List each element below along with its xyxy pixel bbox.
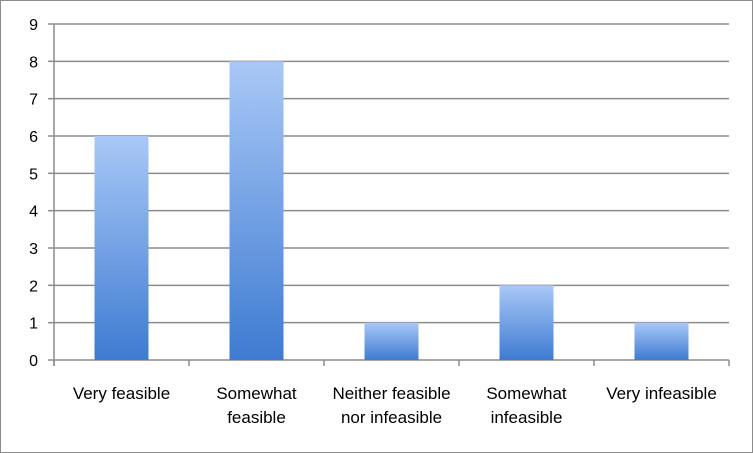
- x-category-label: Very feasible: [73, 384, 170, 403]
- y-tick-label: 1: [29, 316, 38, 333]
- y-tick-labels: 0 1 2 3 4 5 6 7 8 9: [29, 17, 38, 370]
- axes: [48, 23, 730, 366]
- y-tick-label: 5: [29, 166, 38, 183]
- bar-1: [229, 61, 284, 360]
- bar-3: [499, 285, 554, 360]
- y-tick-label: 3: [29, 241, 38, 258]
- x-category-label: Somewhat: [216, 384, 297, 403]
- x-category-label: Somewhat: [486, 384, 567, 403]
- x-category-label: nor infeasible: [341, 408, 442, 427]
- y-tick-label: 6: [29, 129, 38, 146]
- y-tick-label: 8: [29, 54, 38, 71]
- bar-0: [94, 136, 149, 360]
- bar-2: [364, 322, 419, 360]
- gridlines: [54, 23, 729, 324]
- bar-4: [634, 322, 689, 360]
- x-category-labels: Very feasible Somewhat feasible Neither fea…: [73, 384, 717, 427]
- bars: [94, 61, 689, 360]
- y-tick-label: 4: [29, 204, 38, 221]
- y-tick-label: 9: [29, 17, 38, 34]
- x-category-label: infeasible: [491, 408, 563, 427]
- x-category-label: Very infeasible: [606, 384, 717, 403]
- x-category-label: feasible: [227, 408, 286, 427]
- x-category-label: Neither feasible: [332, 384, 450, 403]
- y-tick-label: 0: [29, 353, 38, 370]
- y-tick-label: 2: [29, 278, 38, 295]
- y-tick-label: 7: [29, 92, 38, 109]
